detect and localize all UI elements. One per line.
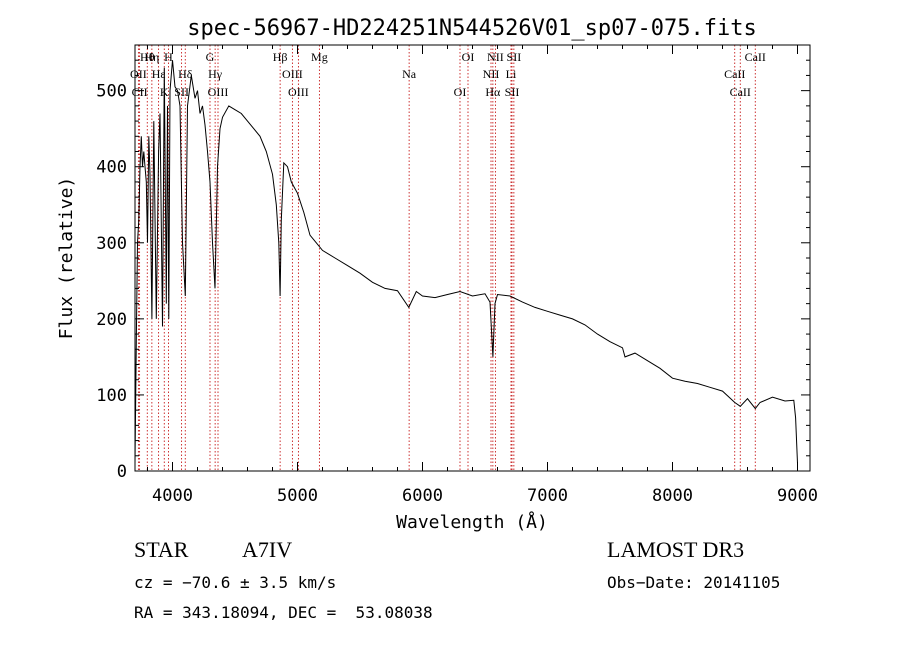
- line-label: Mg: [311, 50, 328, 64]
- line-label: CII: [132, 85, 148, 99]
- line-label: NII: [483, 67, 500, 81]
- coordinates: RA = 343.18094, DEC = 53.08038: [134, 603, 433, 622]
- line-label: CaII: [724, 67, 745, 81]
- line-label: SII: [507, 50, 522, 64]
- y-tick-label: 200: [96, 310, 127, 330]
- x-axis-label: Wavelength (Å): [396, 511, 548, 533]
- line-label: Hθ: [140, 50, 155, 64]
- line-label: Li: [506, 67, 517, 81]
- line-label: Hβ: [273, 50, 288, 64]
- observation-date: Obs−Date: 20141105: [607, 573, 781, 592]
- line-label: NII: [487, 50, 504, 64]
- x-tick-label: 9000: [777, 486, 818, 506]
- x-tick-label: 6000: [402, 486, 443, 506]
- line-label: OIII: [288, 85, 309, 99]
- spectral-line-labels: HθOIICIIHηHεKHHδSIIGHγOIIIHβOIIIOIIIMgNa…: [130, 50, 766, 99]
- x-tick-label: 8000: [652, 486, 693, 506]
- spectral-line-markers: [137, 45, 756, 471]
- y-tick-label: 0: [117, 462, 127, 482]
- y-tick-label: 300: [96, 234, 127, 254]
- line-label: Hε: [152, 67, 166, 81]
- line-label: OIII: [208, 85, 229, 99]
- line-label: SII: [505, 85, 520, 99]
- line-label: Hα: [485, 85, 501, 99]
- y-tick-label: 100: [96, 386, 127, 406]
- survey-name: LAMOST DR3: [607, 537, 745, 562]
- y-axis-label: Flux (relative): [56, 177, 77, 340]
- line-label: OI: [454, 85, 467, 99]
- line-label: CaII: [745, 50, 766, 64]
- redshift-velocity: cz = −70.6 ± 3.5 km/s: [134, 573, 337, 592]
- line-label: OI: [462, 50, 475, 64]
- spectrum-line: [134, 60, 798, 464]
- line-label: CaII: [730, 85, 751, 99]
- chart-title: spec-56967-HD224251N544526V01_sp07-075.f…: [187, 16, 757, 41]
- x-tick-label: 4000: [152, 486, 193, 506]
- line-label: OII: [130, 67, 147, 81]
- y-tick-label: 400: [96, 158, 127, 178]
- line-label: Hδ: [178, 67, 193, 81]
- y-axis-ticks: 0 100 200 300 400 500: [96, 59, 810, 482]
- x-axis-ticks: 4000 5000 6000 7000 8000 9000: [147, 45, 818, 506]
- plot-frame: [134, 44, 811, 472]
- y-tick-label: 500: [96, 82, 127, 102]
- line-label: G: [206, 50, 215, 64]
- line-label: Hγ: [208, 67, 223, 81]
- x-tick-label: 5000: [277, 486, 318, 506]
- object-type: STAR: [134, 537, 189, 562]
- line-label: H: [164, 50, 173, 64]
- line-label: Hη: [144, 50, 159, 64]
- x-tick-label: 7000: [527, 486, 568, 506]
- line-label: SII: [174, 85, 189, 99]
- line-label: OIII: [282, 67, 303, 81]
- line-label: Na: [402, 67, 417, 81]
- object-subclass: A7IV: [242, 537, 293, 562]
